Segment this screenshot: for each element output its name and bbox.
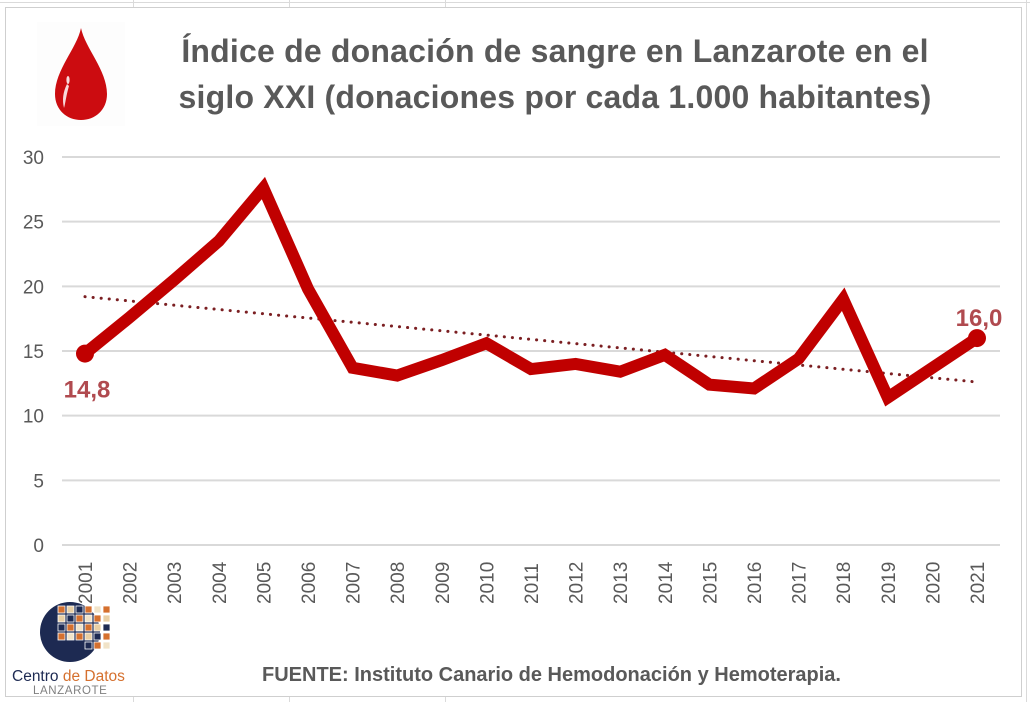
x-tick-label: 2013: [611, 562, 632, 604]
logo-square: [57, 623, 66, 632]
grid-column-line: [1026, 0, 1027, 702]
endpoint-marker: [76, 344, 94, 363]
logo-square: [66, 632, 75, 641]
y-tick-label: 5: [33, 471, 44, 492]
x-tick-label: 2004: [210, 561, 231, 604]
logo-square: [57, 632, 66, 641]
logo-square: [93, 632, 102, 641]
logo-subtitle: LANZAROTE: [33, 685, 108, 697]
logo-square: [84, 623, 93, 632]
x-tick-label: 2002: [121, 562, 142, 604]
logo-square: [75, 614, 84, 623]
x-tick-label: 2017: [790, 562, 811, 604]
x-tick-label: 2021: [968, 562, 989, 604]
trendline: [83, 295, 979, 384]
logo-square: [84, 614, 93, 623]
blood-drop-image: [37, 22, 125, 126]
chart-title: Índice de donación de sangre en Lanzarot…: [178, 33, 932, 115]
x-tick-label: 2015: [700, 562, 721, 604]
x-tick-label: 2010: [477, 562, 498, 604]
logo-square: [93, 614, 102, 623]
logo-square: [75, 605, 84, 614]
logo-square: [84, 605, 93, 614]
logo-square: [93, 605, 102, 614]
logo-square: [102, 632, 111, 641]
source-note: FUENTE: Instituto Canario de Hemodonació…: [262, 664, 841, 686]
x-tick-label: 2007: [344, 562, 365, 604]
logo-square: [66, 605, 75, 614]
logo-square: [66, 623, 75, 632]
grid-row-line: [0, 2, 1030, 3]
logo-square: [66, 614, 75, 623]
x-tick-label: 2005: [254, 562, 275, 604]
x-tick-label: 2011: [522, 563, 543, 604]
x-tick-label: 2006: [299, 562, 320, 604]
y-tick-label: 20: [23, 277, 44, 298]
globe-logo-icon: [40, 602, 111, 662]
logo-square: [84, 641, 93, 650]
data-label: 16,0: [956, 305, 1003, 332]
blood-drop-icon: [55, 28, 107, 120]
endpoint-marker: [968, 329, 986, 348]
x-tick-label: 2012: [567, 562, 588, 604]
logo-name-main: Centro: [12, 668, 59, 685]
y-tick-label: 0: [33, 536, 44, 557]
centro-de-datos-logo: [8, 598, 128, 698]
logo-square: [102, 641, 111, 650]
x-tick-label: 2020: [923, 562, 944, 604]
logo-name: Centro de Datos: [12, 668, 125, 686]
logo-square: [93, 641, 102, 650]
x-tick-label: 2016: [745, 562, 766, 604]
y-tick-label: 30: [23, 148, 44, 169]
x-tick-label: 2014: [656, 561, 677, 604]
logo-square: [102, 605, 111, 614]
logo-square: [102, 623, 111, 632]
series-line: [79, 176, 983, 407]
logo-square: [84, 632, 93, 641]
logo-square: [93, 623, 102, 632]
logo-square: [75, 632, 84, 641]
logo-square: [57, 605, 66, 614]
y-tick-label: 10: [23, 407, 44, 428]
logo-square: [102, 614, 111, 623]
x-tick-label: 2009: [433, 562, 454, 604]
x-tick-label: 2003: [165, 562, 186, 604]
y-tick-label: 15: [23, 342, 44, 363]
logo-square: [57, 614, 66, 623]
y-tick-label: 25: [23, 213, 44, 234]
logo-name-accent: de Datos: [62, 668, 125, 685]
logo-square: [75, 623, 84, 632]
x-tick-label: 2018: [834, 562, 855, 604]
x-tick-label: 2001: [76, 562, 97, 604]
x-tick-label: 2019: [879, 562, 900, 604]
data-label: 14,8: [64, 377, 111, 404]
x-tick-label: 2008: [388, 562, 409, 604]
